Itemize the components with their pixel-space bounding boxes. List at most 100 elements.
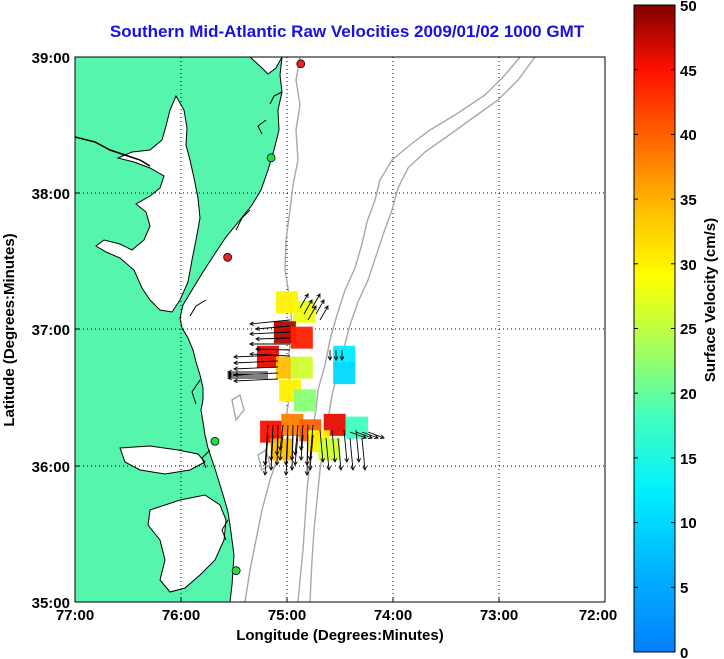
colorbar-tick-label: 0 [680, 645, 688, 659]
current-vector [349, 437, 355, 471]
colorbar-tick-label: 45 [680, 63, 697, 80]
current-vector [268, 424, 274, 461]
pamlico-sound [147, 494, 227, 593]
current-vector [367, 431, 385, 440]
radar-site-marker [223, 252, 233, 262]
colorbar-tick-label: 30 [680, 257, 697, 274]
current-vector [319, 305, 329, 321]
velocity-cell [290, 326, 313, 349]
current-vector [227, 373, 268, 379]
current-vector [249, 341, 290, 347]
current-vector [233, 360, 279, 366]
current-vector [303, 299, 313, 315]
colorbar-tick-label: 40 [680, 127, 697, 144]
radar-sites [210, 59, 306, 576]
current-vector [355, 431, 373, 440]
current-vector [339, 350, 345, 361]
delaware-bay [249, 57, 283, 75]
velocity-cell [294, 389, 317, 412]
colorbar-tick-label: 25 [680, 321, 697, 338]
y-tick-label: 38:00 [32, 186, 70, 203]
x-tick-label: 73:00 [480, 607, 518, 624]
y-tick-label: 39:00 [32, 50, 70, 67]
current-vector [307, 305, 317, 321]
current-vector [349, 431, 367, 440]
radar-site-marker [296, 59, 306, 69]
current-vector [274, 434, 280, 466]
x-tick-label: 75:00 [268, 607, 306, 624]
potomac-river [75, 136, 151, 167]
colorbar [633, 4, 676, 653]
current-vector [289, 434, 295, 471]
colorbar-ticks [634, 4, 675, 653]
velocity-cell [256, 345, 279, 368]
current-vector [299, 293, 309, 309]
current-vector [355, 429, 361, 463]
colorbar-tick-label: 50 [680, 0, 697, 15]
radar-site-marker [231, 566, 241, 576]
current-vector [304, 434, 310, 476]
current-vector [249, 319, 291, 326]
current-vector [255, 336, 291, 342]
current-vector [319, 429, 325, 463]
colorbar-tick-label: 10 [680, 515, 697, 532]
radar-site-marker [210, 436, 220, 446]
current-vector [227, 369, 268, 375]
land-mainland [75, 57, 283, 602]
current-vector [233, 378, 279, 384]
current-vector [262, 434, 269, 476]
colorbar-tick-label: 35 [680, 192, 697, 209]
albemarle-sound [119, 445, 206, 475]
x-axis-label: Longitude (Degrees:Minutes) [236, 627, 444, 644]
x-tick-label: 74:00 [374, 607, 412, 624]
current-vector [293, 434, 299, 466]
velocity-cell [260, 420, 283, 443]
current-vector [361, 437, 367, 471]
y-axis-label: Latitude (Degrees:Minutes) [1, 233, 18, 426]
coastline-detail [189, 91, 283, 541]
current-vector [283, 434, 289, 476]
current-vector [331, 429, 337, 463]
current-vector [311, 293, 321, 309]
current-vector [233, 366, 279, 372]
current-vector [255, 325, 291, 332]
current-vector [227, 375, 268, 381]
current-vector [343, 429, 349, 463]
current-vector [315, 299, 325, 315]
current-vector [283, 424, 289, 466]
tick-marks [75, 192, 500, 602]
y-tick-label: 36:00 [32, 459, 70, 476]
current-vector [333, 350, 339, 361]
current-vector [298, 424, 304, 451]
bathymetry-contours [231, 57, 536, 602]
velocity-cell [318, 438, 341, 461]
x-tick-label: 77:00 [56, 607, 94, 624]
current-vector [278, 434, 284, 461]
current-vector [325, 437, 331, 471]
current-vector [361, 431, 379, 440]
velocity-cell [333, 362, 356, 385]
y-tick-label: 37:00 [32, 322, 70, 339]
chart-title: Southern Mid-Atlantic Raw Velocities 200… [109, 22, 585, 41]
velocity-patches [256, 291, 368, 461]
current-vector [268, 434, 274, 471]
velocity-cell [345, 416, 368, 439]
velocity-cell [276, 291, 298, 314]
current-vector [249, 331, 291, 337]
current-vector [262, 424, 269, 466]
radar-site-marker [266, 153, 276, 163]
current-vector [233, 354, 279, 360]
current-vector [255, 346, 291, 352]
y-tick-label: 35:00 [32, 595, 70, 612]
x-tick-label: 72:00 [579, 607, 617, 624]
current-vector [298, 434, 304, 461]
colorbar-tick-label: 5 [680, 580, 688, 597]
current-vector [337, 437, 343, 471]
current-vector [327, 350, 333, 361]
colorbar-tick-label: 20 [680, 386, 697, 403]
current-vector [307, 434, 314, 471]
colorbar-label: Surface Velocity (cm/s) [702, 218, 719, 382]
current-vector [227, 371, 268, 377]
current-vectors [227, 293, 385, 476]
